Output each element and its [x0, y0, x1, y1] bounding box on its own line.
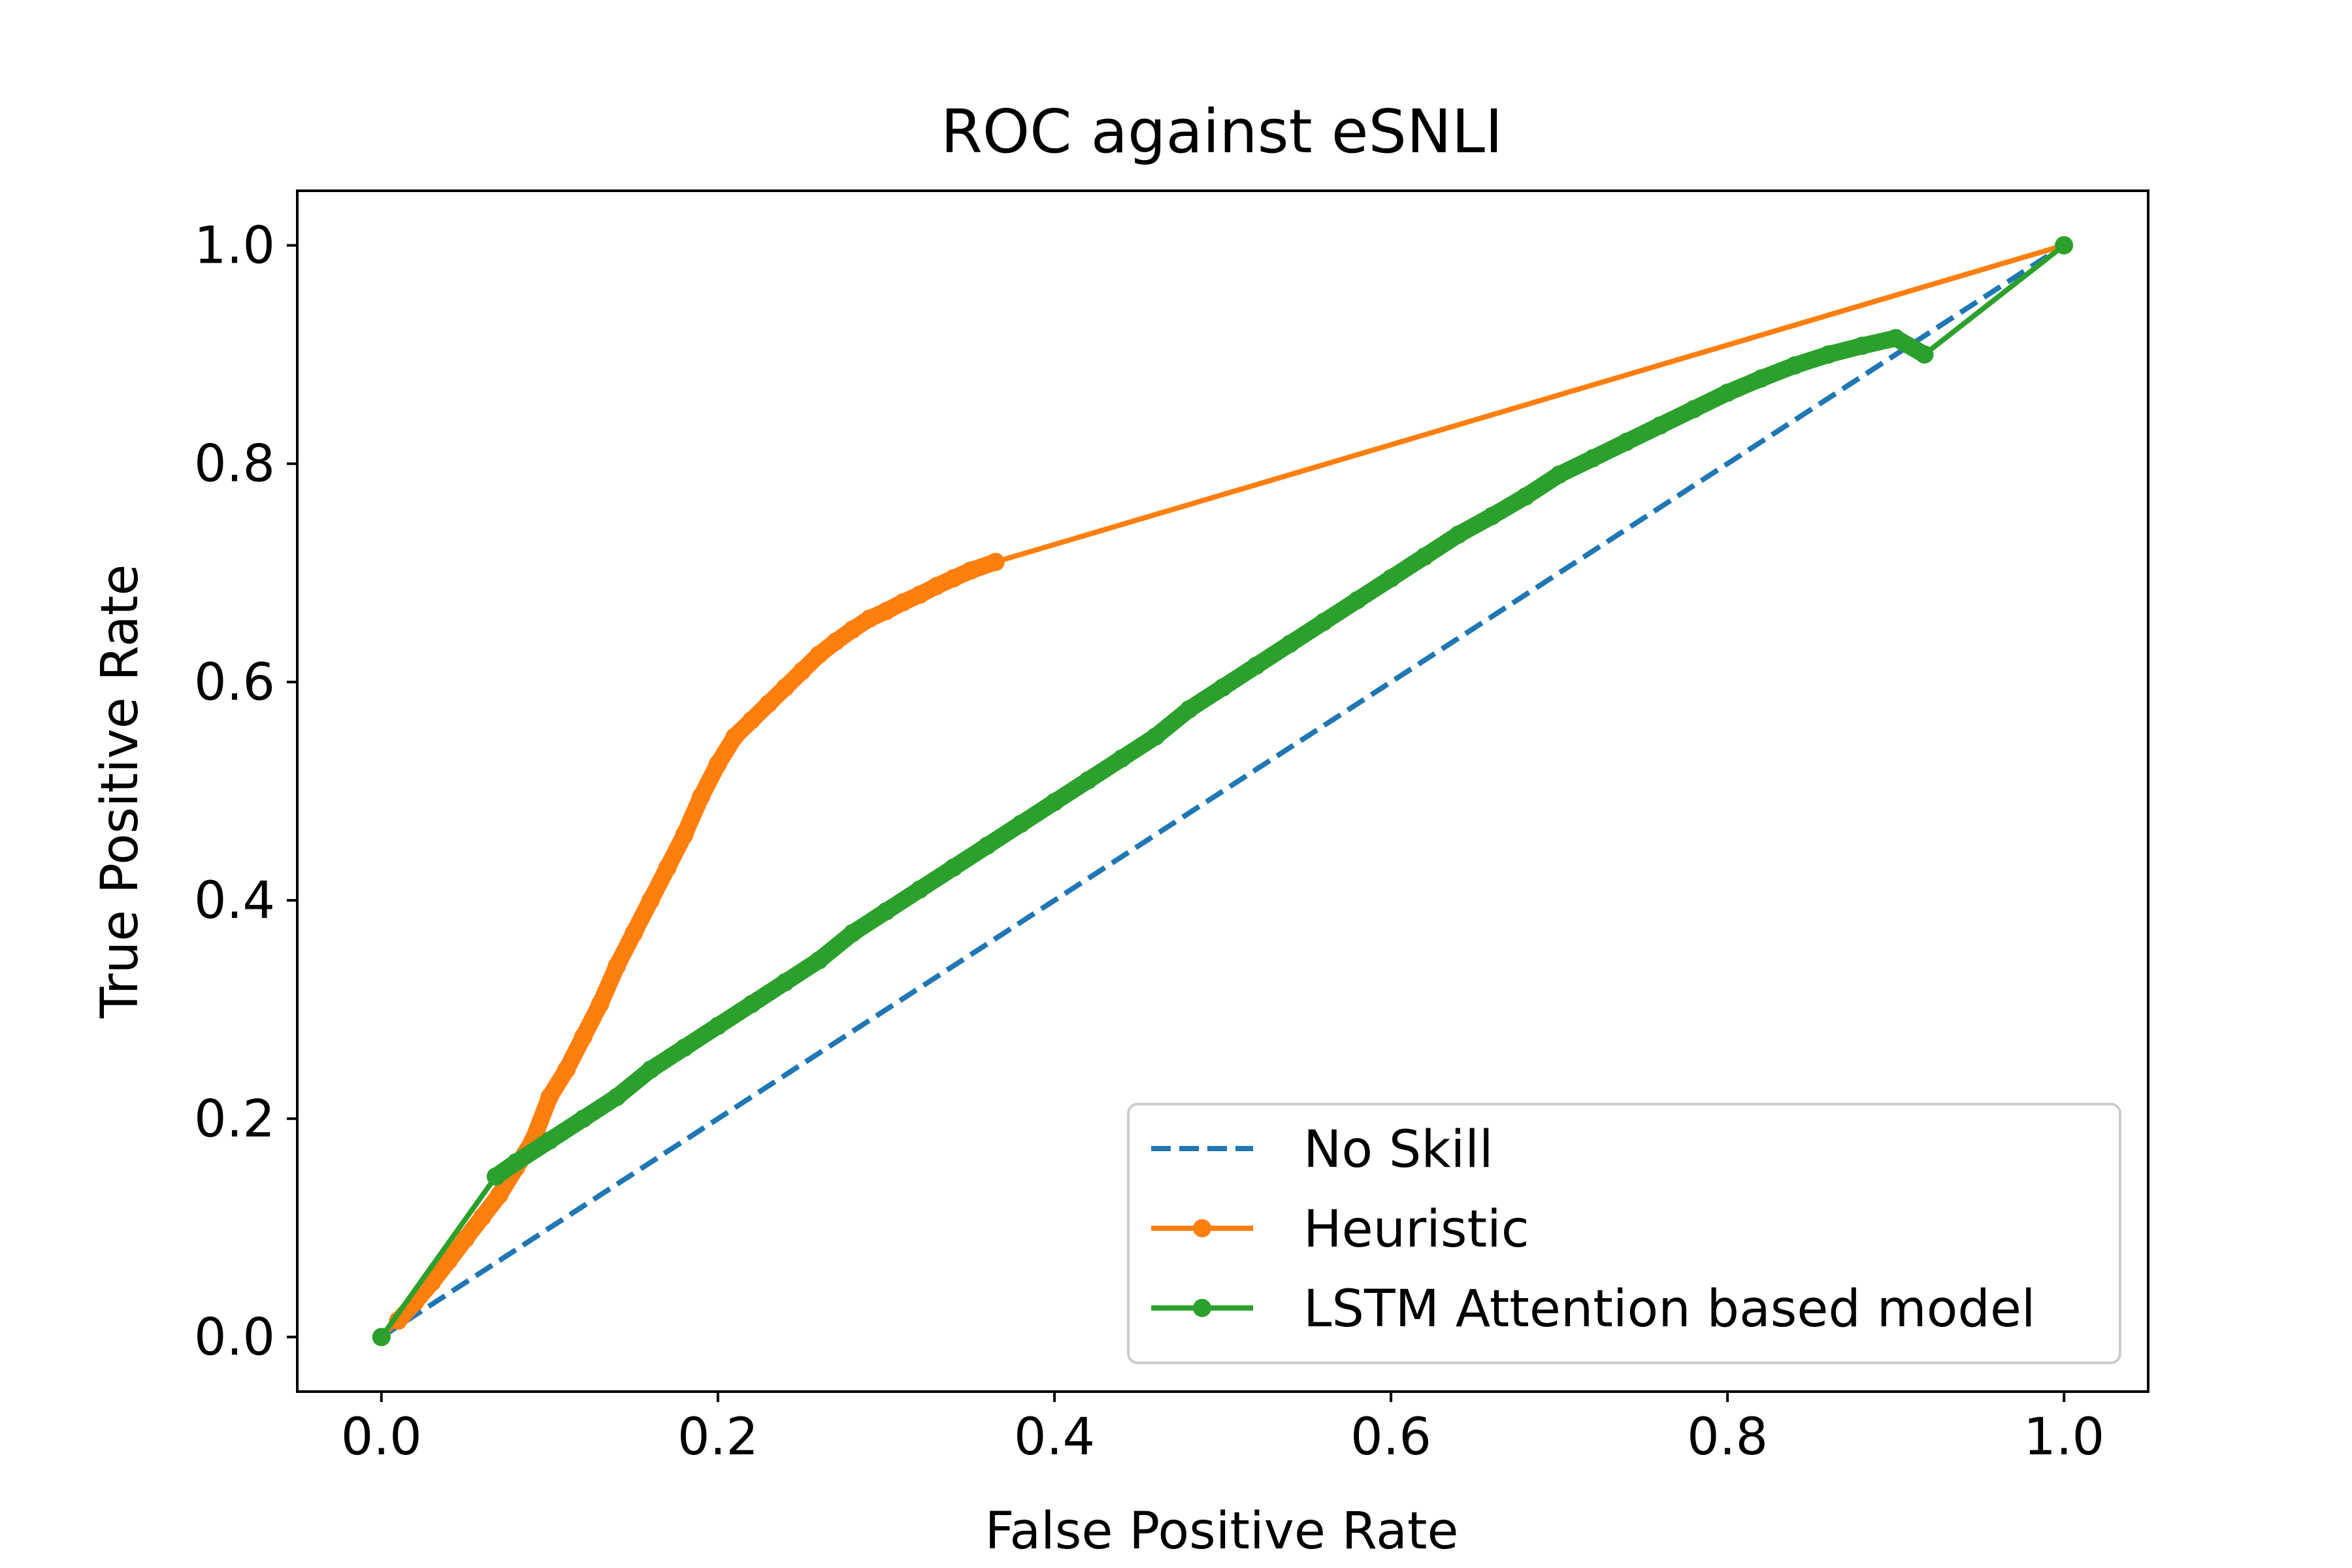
plot-frame: [296, 189, 2149, 1393]
marker-band-heuristic: [389, 553, 1004, 1330]
x-tick-label: 0.2: [678, 1408, 759, 1467]
series-no-skill: [380, 243, 2066, 1339]
y-tick-label: 0.4: [194, 872, 275, 930]
y-tick-label: 0.6: [194, 653, 275, 712]
series-line-no-skill: [380, 243, 2066, 1339]
legend-box: [1127, 1103, 2121, 1364]
legend-item-heuristic: Heuristic: [1151, 1200, 1529, 1259]
legend: No Skill Heuristic LSTM Attention based mo…: [1127, 1103, 2121, 1364]
data-point-lstm-attention-based-model: [2055, 236, 2074, 255]
y-tick-label: 0.0: [194, 1308, 275, 1367]
legend-marker: [1193, 1299, 1211, 1317]
series-lstm-attention-based-model: [372, 236, 2074, 1347]
x-axis-label: False Positive Rate: [985, 1502, 1459, 1561]
legend-label: LSTM Attention based model: [1303, 1280, 2036, 1339]
x-tick-label: 0.6: [1350, 1408, 1431, 1467]
y-axis-label: True Positive Rate: [91, 564, 150, 1019]
y-axis: 0.0 0.2 0.4 0.6 0.8 1.0: [194, 217, 297, 1367]
y-tick-label: 0.8: [194, 435, 275, 494]
legend-label: No Skill: [1303, 1120, 1494, 1179]
marker-band-lstm-attention-based-model: [487, 329, 1933, 1185]
series-layer: [372, 236, 2074, 1347]
legend-item-no-skill: No Skill: [1151, 1120, 1494, 1179]
x-tick-label: 0.0: [341, 1408, 422, 1467]
x-axis: 0.0 0.2 0.4 0.6 0.8 1.0: [341, 1392, 2104, 1467]
legend-label: Heuristic: [1303, 1200, 1529, 1259]
legend-item-lstm-attention-based-model: LSTM Attention based model: [1151, 1280, 2036, 1339]
chart-title: ROC against eSNLI: [941, 97, 1503, 167]
x-tick-label: 0.8: [1687, 1408, 1768, 1467]
data-point-lstm-attention-based-model: [372, 1328, 391, 1347]
x-tick-label: 0.4: [1014, 1408, 1095, 1467]
y-tick-label: 0.2: [194, 1090, 275, 1149]
series-heuristic: [372, 236, 2074, 1347]
legend-marker: [1193, 1219, 1211, 1237]
y-tick-label: 1.0: [194, 217, 275, 276]
x-tick-label: 1.0: [2023, 1408, 2104, 1467]
